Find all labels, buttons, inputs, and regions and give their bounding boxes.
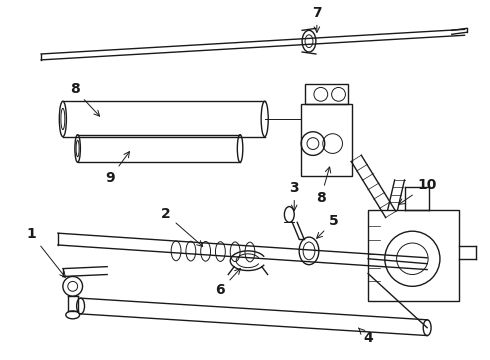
Text: 8: 8 bbox=[70, 82, 99, 116]
Text: 4: 4 bbox=[359, 328, 373, 345]
Text: 10: 10 bbox=[399, 178, 437, 204]
Text: 1: 1 bbox=[26, 227, 65, 278]
Text: 2: 2 bbox=[161, 207, 203, 246]
Text: 8: 8 bbox=[316, 167, 331, 205]
Text: 7: 7 bbox=[312, 6, 322, 32]
Text: 9: 9 bbox=[105, 152, 129, 185]
Text: 5: 5 bbox=[317, 214, 339, 238]
Text: 6: 6 bbox=[216, 269, 241, 297]
Text: 3: 3 bbox=[290, 181, 299, 211]
